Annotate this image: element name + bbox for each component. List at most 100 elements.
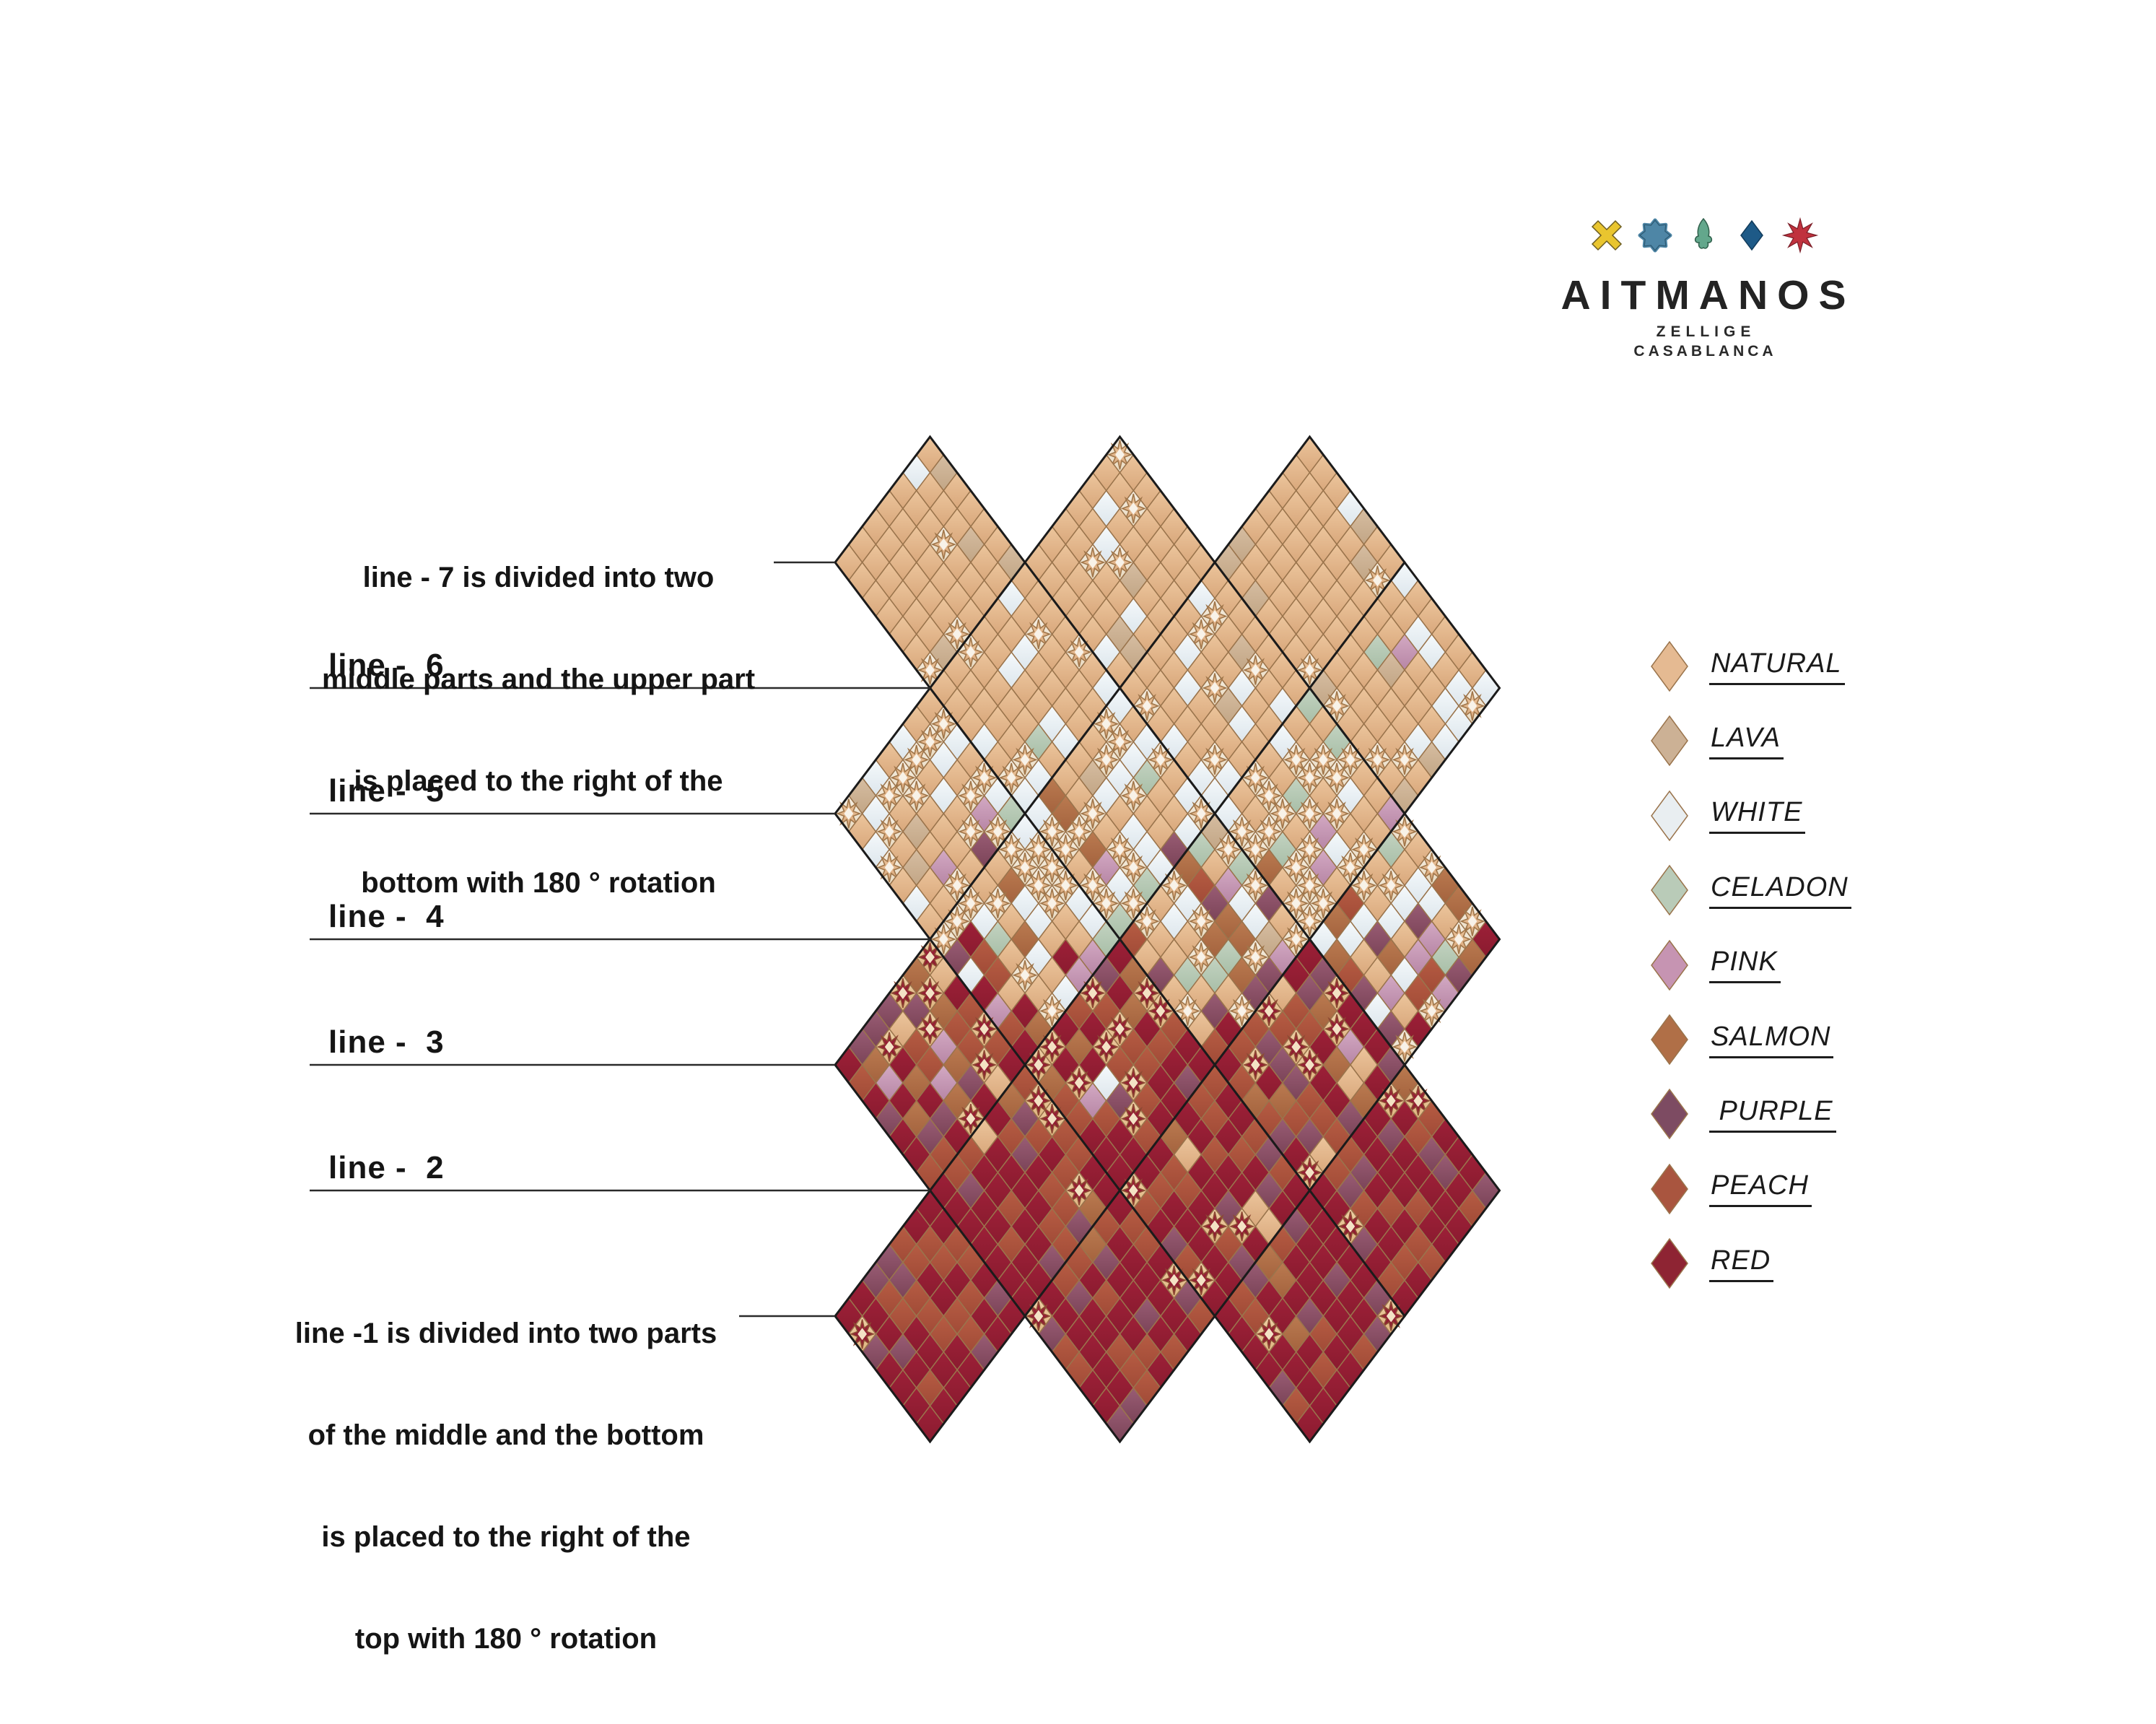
zellige-pattern-canvas (310, 435, 1501, 1444)
ornate-star-center (925, 951, 935, 964)
panel-line2-col1 (928, 1063, 1122, 1318)
ornate-star-center (1467, 700, 1478, 713)
ornate-star-center (979, 771, 989, 784)
ornate-star-center (925, 736, 935, 748)
ornate-star-center (1196, 807, 1206, 820)
ornate-star-center (1034, 1310, 1044, 1323)
ornate-star-center (1128, 1113, 1138, 1125)
ornate-star-center (1305, 915, 1314, 928)
ornate-star-center (1400, 1040, 1410, 1053)
ornate-star-center (1210, 754, 1220, 766)
ornate-star-center (1278, 807, 1288, 820)
ornate-star-center (1264, 825, 1274, 838)
legend-item-salmon: SALMON (1650, 1011, 1834, 1068)
ornate-star-center (1074, 825, 1084, 838)
row-label-line-5: line - 5 (328, 773, 445, 809)
ornate-star-center (1359, 843, 1369, 856)
ornate-star-center (1006, 843, 1016, 856)
ornate-star-center (1413, 1094, 1423, 1107)
ornate-star-center (1101, 1040, 1112, 1053)
ornate-star-center (1305, 663, 1314, 676)
ornate-star-center (1264, 1005, 1274, 1017)
panel-outline (834, 1188, 1026, 1444)
ornate-star-center (966, 825, 976, 838)
ornate-star-center (857, 1328, 867, 1341)
ornate-star-center (1156, 754, 1166, 766)
brand-logo-icons (1545, 211, 1862, 263)
ornate-star-center (1386, 1094, 1396, 1107)
legend-label: PINK (1709, 946, 1781, 984)
ornate-star-center (1183, 1005, 1192, 1017)
ornate-star-center (966, 1113, 976, 1125)
row-label-line-4: line - 4 (328, 899, 445, 934)
ornate-star-center (1251, 951, 1260, 964)
cypress-leaf-icon (1685, 217, 1722, 258)
ornate-star-center (1115, 556, 1125, 569)
ornate-star-center (1020, 969, 1030, 982)
ornate-star-center (1223, 843, 1234, 856)
ornate-star-center (1332, 807, 1342, 820)
ornate-star-center (1386, 1310, 1396, 1323)
ornate-star-center (1115, 1022, 1125, 1035)
ornate-star-center (1196, 951, 1206, 964)
ornate-star-center (1074, 1076, 1084, 1089)
row-label-line-3: line - 3 (328, 1024, 445, 1060)
panel-line1-col3 (1213, 1188, 1406, 1444)
ornate-star-center (1101, 897, 1112, 910)
ornate-star-center (1454, 933, 1464, 946)
legend-swatch-icon (1651, 864, 1688, 916)
note-line-7: line - 7 is divided into two middle part… (279, 493, 798, 968)
ornate-star-center (1101, 718, 1112, 731)
ornate-star-center (884, 825, 894, 838)
ornate-star-center (1006, 771, 1016, 784)
ornate-star-center (1128, 897, 1138, 910)
ornate-star-center (1020, 754, 1030, 766)
ornate-star-center (1400, 825, 1410, 838)
ornate-star-center (1345, 1220, 1356, 1233)
ornate-star-center (1264, 789, 1274, 802)
ornate-star-center (1088, 807, 1098, 820)
panel-line5-col3 (1213, 686, 1406, 941)
note-line-7-text: is placed to the right of the (354, 765, 723, 797)
ornate-star-center (1332, 771, 1342, 784)
legend-label: NATURAL (1709, 648, 1845, 685)
note-line-1-text: top with 180 ° rotation (354, 1623, 658, 1655)
ornate-star-center (912, 789, 922, 802)
ornate-star-center (938, 718, 948, 731)
ornate-star-center (1034, 879, 1044, 892)
ornate-star-center (898, 987, 908, 999)
ornate-star-center (1142, 700, 1152, 713)
ornate-star-center (1115, 736, 1125, 748)
ornate-star-center (1291, 933, 1301, 946)
panel-line7-col1 (834, 435, 1026, 690)
ornate-star-center (1061, 879, 1070, 892)
ornate-star-center (1427, 861, 1436, 874)
ornate-star-center (1318, 754, 1328, 766)
ornate-star-center (884, 861, 894, 874)
brand-subtitle-zellige: ZELLIGE (1656, 323, 1756, 340)
legend-item-celadon: CELADON (1650, 861, 1851, 919)
ornate-star-center (1101, 754, 1112, 766)
legend-item-purple: PURPLE (1650, 1085, 1836, 1143)
legend-label: PURPLE (1709, 1096, 1836, 1133)
legend-swatch-icon (1651, 1014, 1688, 1066)
ornate-star-center (1115, 843, 1125, 856)
ornate-star-center (1237, 825, 1247, 838)
legend-item-white: WHITE (1650, 787, 1806, 845)
ornate-star-center (1291, 897, 1301, 910)
panel-outline (1024, 1188, 1216, 1444)
ornate-star-center (925, 1022, 935, 1035)
ornate-star-center (1305, 843, 1314, 856)
ornate-star-center (1034, 1058, 1044, 1071)
ornate-star-center (925, 987, 935, 999)
legend-label: RED (1709, 1245, 1774, 1282)
ornate-star-center (1047, 1005, 1057, 1017)
ornate-star-center (1264, 1328, 1274, 1341)
ornate-star-center (1305, 879, 1314, 892)
ornate-star-center (1373, 754, 1382, 766)
panel-line1-col1 (834, 1188, 1026, 1444)
ornate-star-center (1305, 1166, 1314, 1179)
cross-icon (1588, 217, 1625, 258)
panel-line5-col2 (1024, 686, 1216, 941)
panel-outline (1213, 1188, 1406, 1444)
